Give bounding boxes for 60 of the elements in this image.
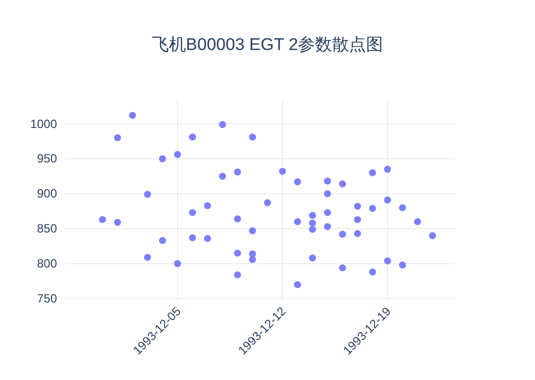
point [249,227,256,234]
point [354,230,361,238]
point [219,172,226,180]
point [264,199,271,206]
point [339,230,346,238]
point [384,257,391,264]
point [279,168,286,175]
point [189,134,196,141]
point [144,254,151,261]
point [159,237,166,244]
point [339,264,346,272]
y-tick-label: 900 [36,186,58,201]
point [294,281,301,288]
point [384,196,391,204]
point [234,215,241,222]
point [159,155,166,162]
point [294,218,301,226]
point [324,190,331,198]
point [384,166,391,173]
y-tick-label: 800 [36,256,58,271]
point [339,180,346,188]
point [294,178,301,186]
point [234,250,241,257]
point [204,202,211,210]
point [249,134,256,141]
y-tick-label: 850 [36,222,58,236]
point [114,134,121,142]
point [249,256,256,263]
point [369,169,376,176]
y-tick-label: 950 [36,152,58,166]
point [189,209,196,216]
point [354,216,361,224]
point [129,112,136,119]
point [324,223,331,230]
point [309,220,316,227]
y-tick-label: 750 [36,292,58,306]
point [324,209,331,216]
point [234,168,241,176]
point [174,151,181,158]
point [429,232,436,240]
point [309,254,316,262]
point [204,234,211,242]
point [174,260,181,268]
point [114,218,121,226]
point [99,216,106,224]
chart-title: 飞机B00003 EGT 2参数散点图 [152,35,384,54]
point [189,234,196,242]
y-tick-label: 1000 [30,116,58,131]
point [309,212,316,219]
point [399,204,406,212]
point [354,202,361,210]
point [369,204,376,212]
point [399,262,406,269]
point [414,218,421,226]
point [324,178,331,185]
point [144,190,151,198]
point [309,226,316,233]
point [219,120,226,128]
point [369,268,376,276]
point [234,271,241,278]
